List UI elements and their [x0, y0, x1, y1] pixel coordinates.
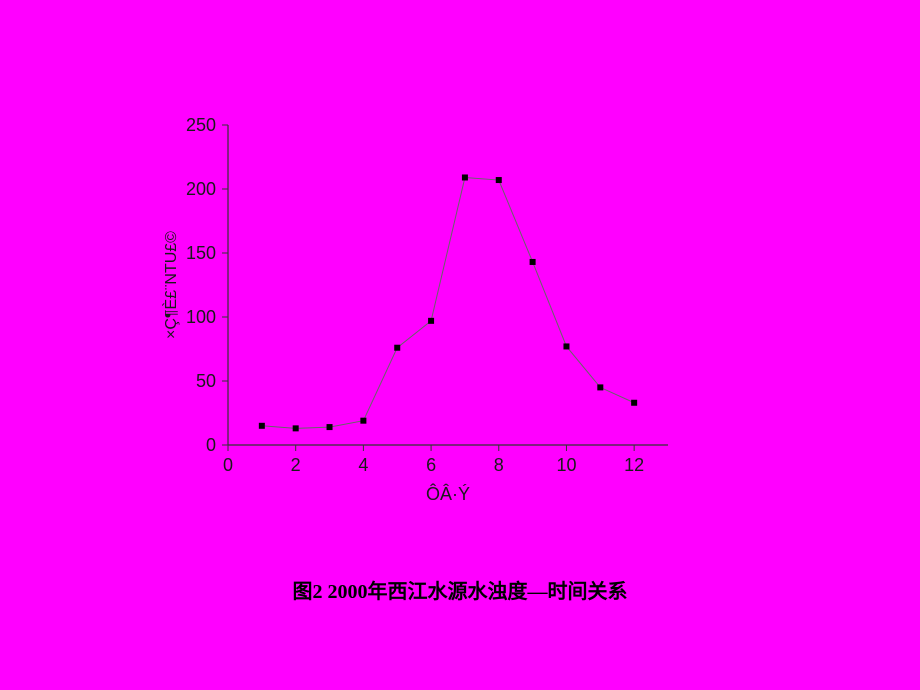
svg-text:×Ç¶È£¨NTU£©: ×Ç¶È£¨NTU£©: [161, 231, 180, 339]
svg-text:10: 10: [556, 455, 576, 475]
caption-text: 图2 2000年西江水源水浊度—时间关系: [293, 581, 628, 603]
svg-text:250: 250: [186, 115, 216, 135]
svg-text:6: 6: [426, 455, 436, 475]
svg-text:12: 12: [624, 455, 644, 475]
svg-text:8: 8: [494, 455, 504, 475]
turbidity-chart: 0 2 4 6 8 10 12 0 50 100 150 200 250 ÔÂ·Ý ×Ç¶È£¨NTU£©: [158, 115, 678, 515]
svg-text:4: 4: [358, 455, 368, 475]
slide-background: 024681012050100150200250ÔÂ·Ý×Ç¶È£¨NTU£© …: [0, 0, 920, 690]
figure-caption: 图2 2000年西江水源水浊度—时间关系: [0, 575, 920, 604]
chart-svg: 0 2 4 6 8 10 12 0 50 100 150 200 250 ÔÂ·Ý ×Ç¶È£¨NTU£©: [158, 115, 678, 515]
svg-text:100: 100: [186, 307, 216, 327]
svg-text:50: 50: [196, 371, 216, 391]
svg-text:2: 2: [291, 455, 301, 475]
svg-text:0: 0: [223, 455, 233, 475]
svg-text:ÔÂ·Ý: ÔÂ·Ý: [426, 483, 470, 504]
svg-text:200: 200: [186, 179, 216, 199]
svg-text:0: 0: [206, 435, 216, 455]
svg-text:150: 150: [186, 243, 216, 263]
